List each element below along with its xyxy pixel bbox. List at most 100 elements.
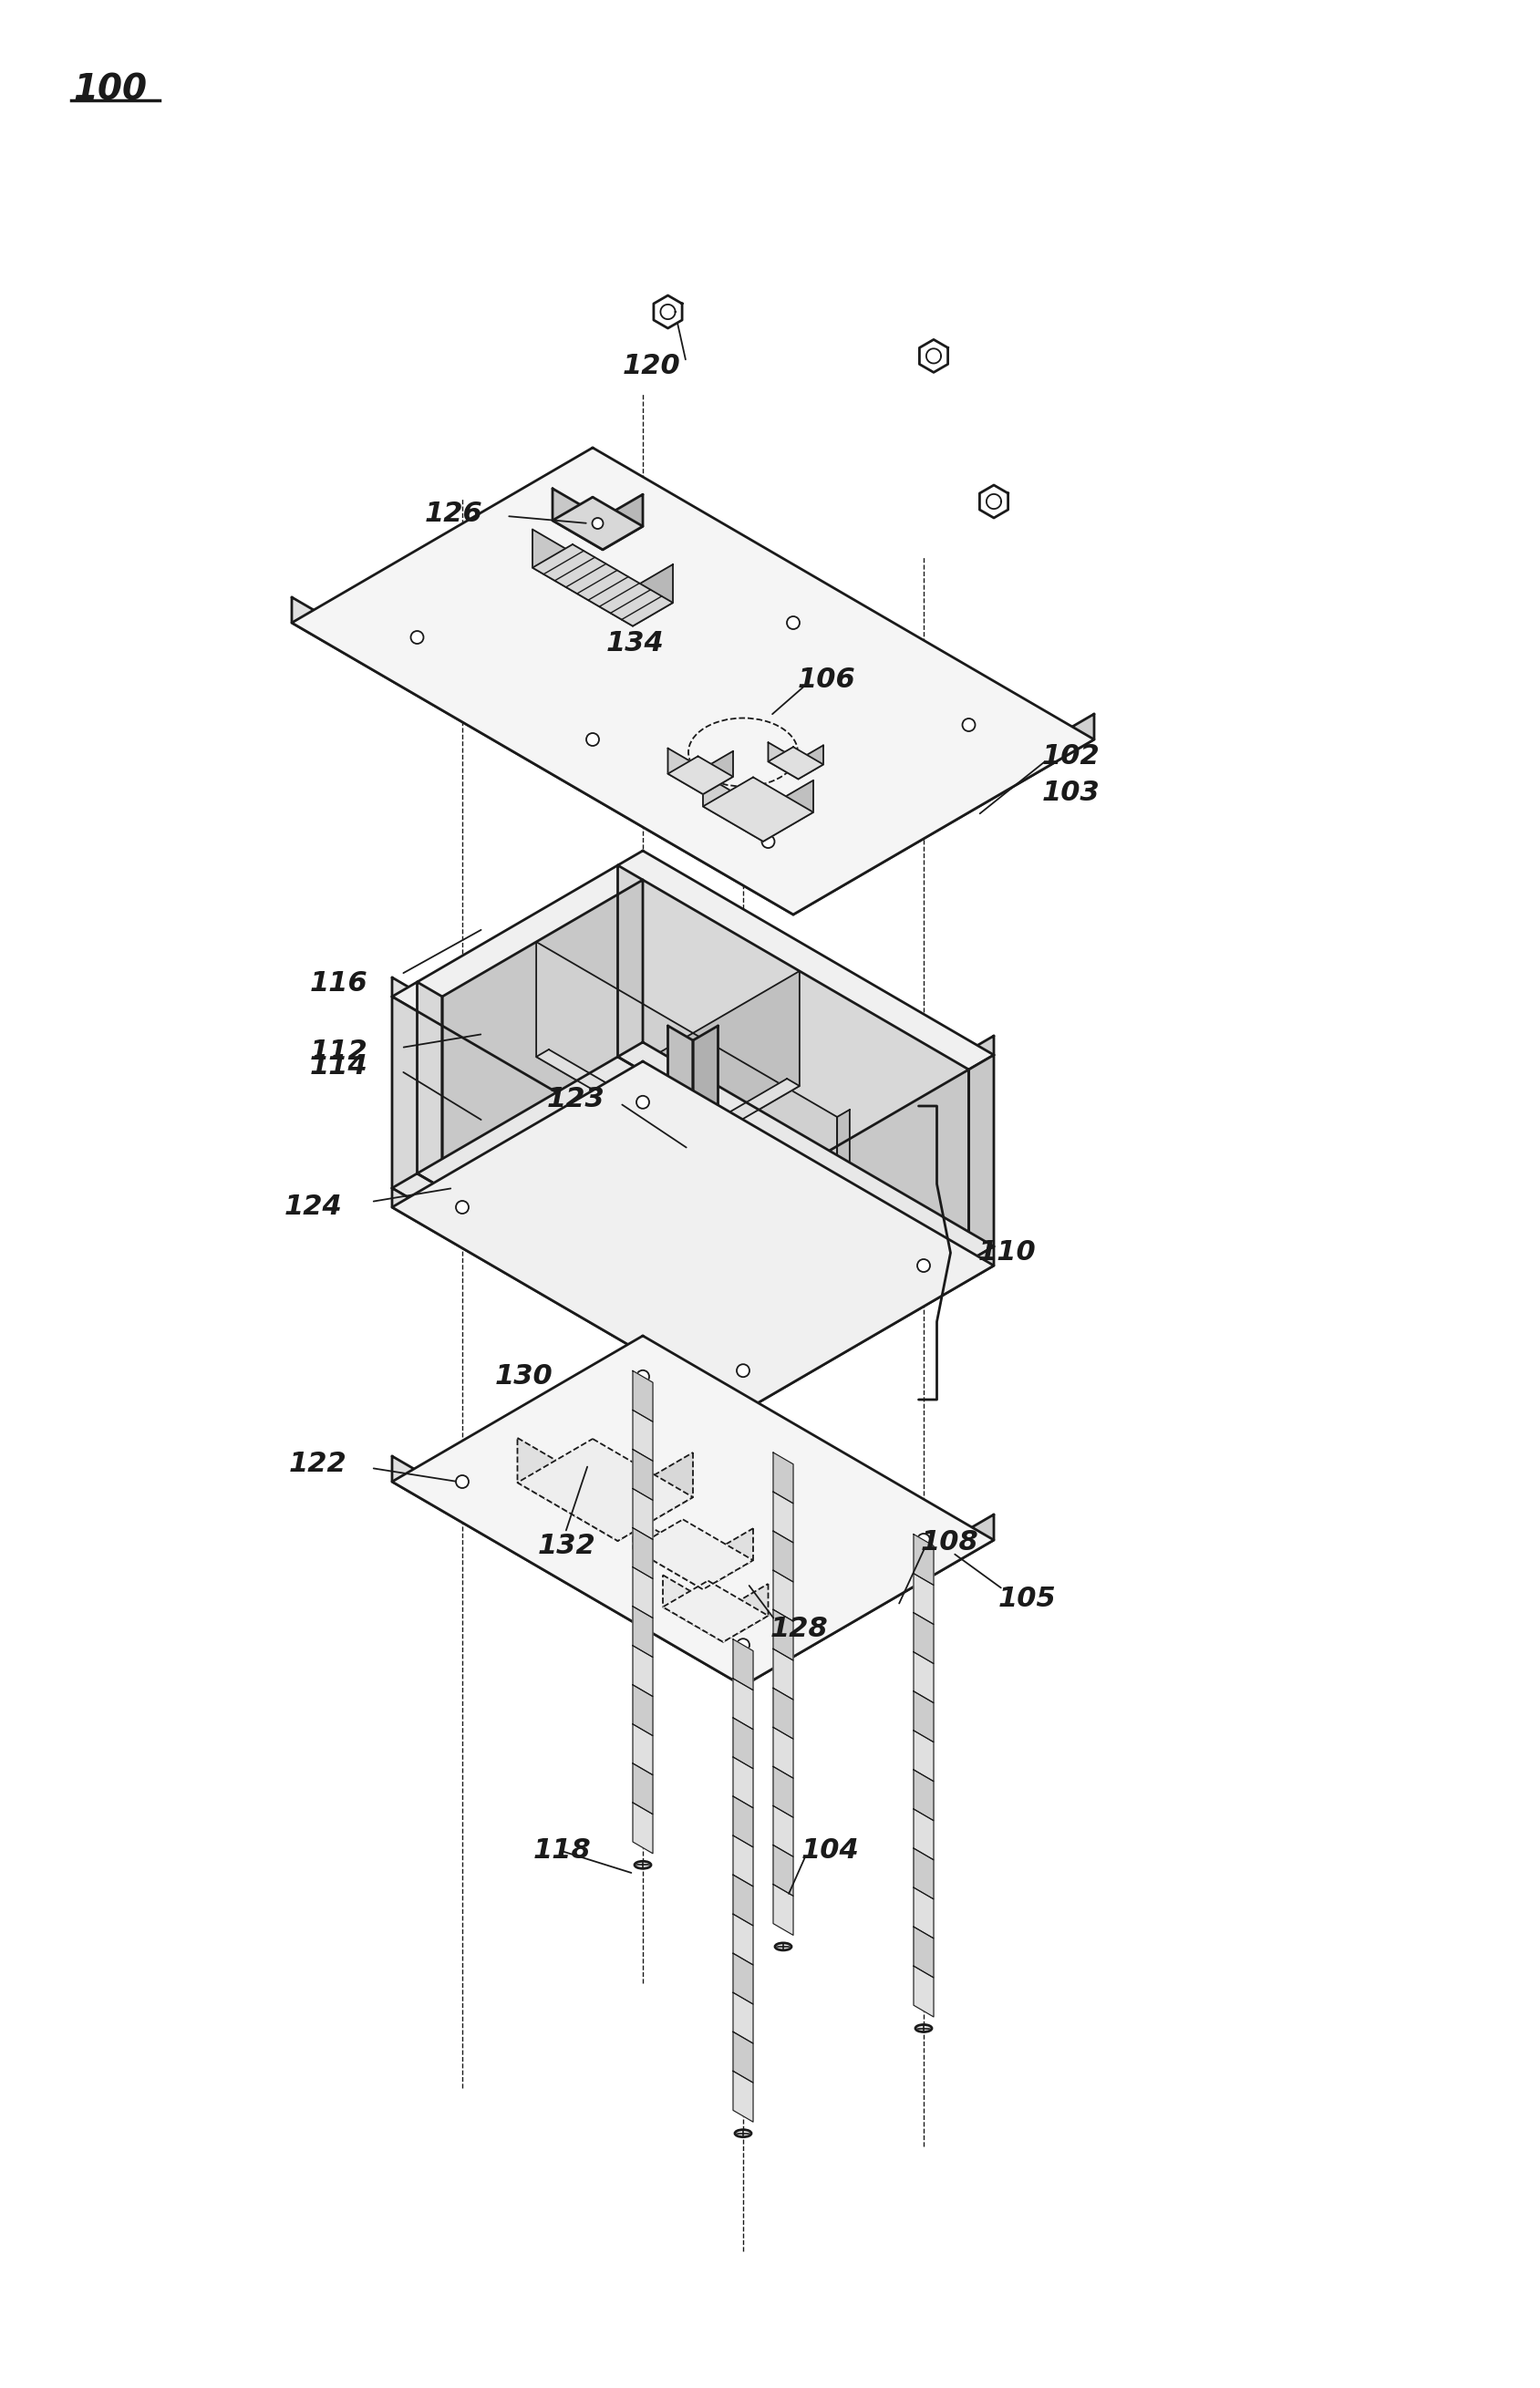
- Polygon shape: [702, 776, 813, 841]
- Text: 134: 134: [607, 630, 664, 657]
- Circle shape: [593, 518, 604, 528]
- Polygon shape: [291, 597, 793, 915]
- Polygon shape: [724, 1583, 768, 1643]
- Polygon shape: [633, 1724, 653, 1774]
- Polygon shape: [773, 1531, 793, 1581]
- Polygon shape: [913, 1887, 933, 1939]
- Polygon shape: [913, 1574, 933, 1624]
- Text: 110: 110: [978, 1239, 1036, 1266]
- Polygon shape: [533, 544, 673, 626]
- Circle shape: [636, 1077, 650, 1089]
- Polygon shape: [773, 1884, 793, 1934]
- Polygon shape: [744, 1036, 993, 1201]
- Polygon shape: [633, 1528, 653, 1578]
- Polygon shape: [987, 494, 1001, 509]
- Polygon shape: [536, 941, 838, 1232]
- Text: 105: 105: [998, 1586, 1056, 1612]
- Polygon shape: [417, 981, 442, 1189]
- Polygon shape: [553, 490, 602, 549]
- Polygon shape: [702, 1528, 753, 1590]
- Polygon shape: [517, 1438, 618, 1540]
- Ellipse shape: [775, 1944, 792, 1951]
- Circle shape: [682, 1270, 704, 1292]
- Polygon shape: [618, 1452, 693, 1540]
- Polygon shape: [764, 781, 813, 841]
- Polygon shape: [913, 1848, 933, 1898]
- Polygon shape: [913, 1731, 933, 1781]
- Ellipse shape: [915, 2025, 932, 2032]
- Polygon shape: [768, 1070, 969, 1378]
- Polygon shape: [633, 1567, 653, 1619]
- Circle shape: [736, 1364, 750, 1378]
- Polygon shape: [633, 564, 673, 626]
- Polygon shape: [533, 530, 633, 626]
- Text: 114: 114: [310, 1053, 368, 1079]
- Text: 100: 100: [72, 74, 146, 107]
- Polygon shape: [768, 743, 798, 778]
- Circle shape: [918, 1239, 930, 1254]
- Polygon shape: [773, 1846, 793, 1896]
- Polygon shape: [633, 1450, 653, 1500]
- Polygon shape: [393, 1189, 744, 1411]
- Circle shape: [456, 1201, 468, 1213]
- Polygon shape: [793, 714, 1093, 915]
- Text: 124: 124: [285, 1194, 342, 1220]
- Polygon shape: [733, 1679, 753, 1729]
- Text: 132: 132: [537, 1533, 596, 1559]
- Polygon shape: [417, 1058, 642, 1189]
- Polygon shape: [633, 1371, 653, 1421]
- Circle shape: [456, 1182, 468, 1194]
- Circle shape: [736, 1638, 750, 1652]
- Polygon shape: [393, 1173, 768, 1392]
- Text: 116: 116: [310, 970, 368, 996]
- Polygon shape: [633, 1803, 653, 1853]
- Polygon shape: [913, 1652, 933, 1703]
- Circle shape: [636, 1371, 650, 1383]
- Circle shape: [636, 1096, 650, 1108]
- Polygon shape: [773, 1767, 793, 1817]
- Polygon shape: [838, 1110, 850, 1232]
- Polygon shape: [773, 1648, 793, 1700]
- Polygon shape: [733, 2032, 753, 2082]
- Text: 120: 120: [622, 353, 681, 380]
- Polygon shape: [393, 1457, 744, 1686]
- Text: 102: 102: [1041, 743, 1100, 769]
- Polygon shape: [733, 2070, 753, 2123]
- Polygon shape: [926, 349, 941, 363]
- Polygon shape: [393, 996, 744, 1392]
- Polygon shape: [633, 1488, 653, 1540]
- Polygon shape: [618, 1041, 993, 1261]
- Circle shape: [736, 1153, 750, 1165]
- Circle shape: [587, 733, 599, 745]
- Text: 123: 123: [547, 1087, 605, 1113]
- Polygon shape: [744, 1247, 969, 1378]
- Polygon shape: [553, 497, 642, 549]
- Polygon shape: [662, 1576, 724, 1643]
- Polygon shape: [744, 1187, 768, 1392]
- Polygon shape: [733, 1875, 753, 1925]
- Polygon shape: [668, 757, 733, 795]
- Text: 128: 128: [770, 1617, 829, 1643]
- Circle shape: [456, 991, 468, 1003]
- Circle shape: [411, 630, 424, 645]
- Polygon shape: [599, 972, 799, 1204]
- Text: 112: 112: [310, 1039, 368, 1065]
- Polygon shape: [913, 1533, 933, 1586]
- Circle shape: [636, 886, 650, 898]
- Polygon shape: [913, 1965, 933, 2018]
- Polygon shape: [393, 977, 744, 1201]
- Circle shape: [611, 513, 624, 528]
- Polygon shape: [733, 1836, 753, 1887]
- Circle shape: [787, 616, 799, 628]
- Text: 104: 104: [801, 1836, 859, 1863]
- Circle shape: [736, 1344, 750, 1359]
- Circle shape: [456, 1476, 468, 1488]
- Ellipse shape: [634, 1860, 651, 1867]
- Polygon shape: [798, 745, 824, 778]
- Circle shape: [918, 1533, 930, 1547]
- Polygon shape: [693, 1027, 718, 1297]
- Polygon shape: [773, 1571, 793, 1621]
- Polygon shape: [602, 494, 642, 549]
- Text: 126: 126: [425, 501, 482, 528]
- Polygon shape: [291, 447, 1093, 915]
